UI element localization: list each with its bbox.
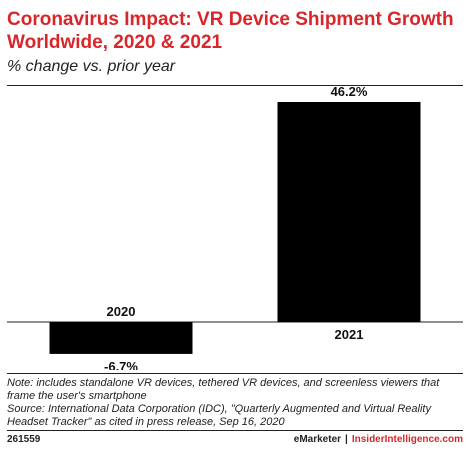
- brand-separator: |: [345, 434, 348, 445]
- chart-notes: Note: includes standalone VR devices, te…: [7, 377, 463, 429]
- brand-insiderintelligence: InsiderIntelligence.com: [351, 434, 463, 445]
- value-label-2020: -6.7%: [104, 359, 138, 370]
- footer: 261559 eMarketer | InsiderIntelligence.com: [7, 434, 463, 448]
- category-label-2020: 2020: [107, 304, 136, 319]
- header-divider: [7, 85, 463, 86]
- footer-divider: [7, 430, 463, 431]
- brand-emarketer: eMarketer: [293, 434, 342, 445]
- chart-subtitle: % change vs. prior year: [7, 58, 176, 75]
- source-text: Source: International Data Corporation (…: [7, 403, 431, 428]
- bar-chart: -6.7% 2020 46.2% 2021: [7, 84, 463, 370]
- note-text: Note: includes standalone VR devices, te…: [7, 377, 440, 402]
- bar-2020: [49, 322, 193, 354]
- notes-divider: [7, 373, 463, 374]
- chart-title: Coronavirus Impact: VR Device Shipment G…: [7, 9, 454, 53]
- bar-2021: [277, 102, 421, 322]
- category-label-2021: 2021: [335, 327, 364, 342]
- chart-id: 261559: [7, 434, 41, 445]
- footer-brand: eMarketer | InsiderIntelligence.com: [294, 434, 463, 445]
- value-label-2021: 46.2%: [331, 84, 368, 99]
